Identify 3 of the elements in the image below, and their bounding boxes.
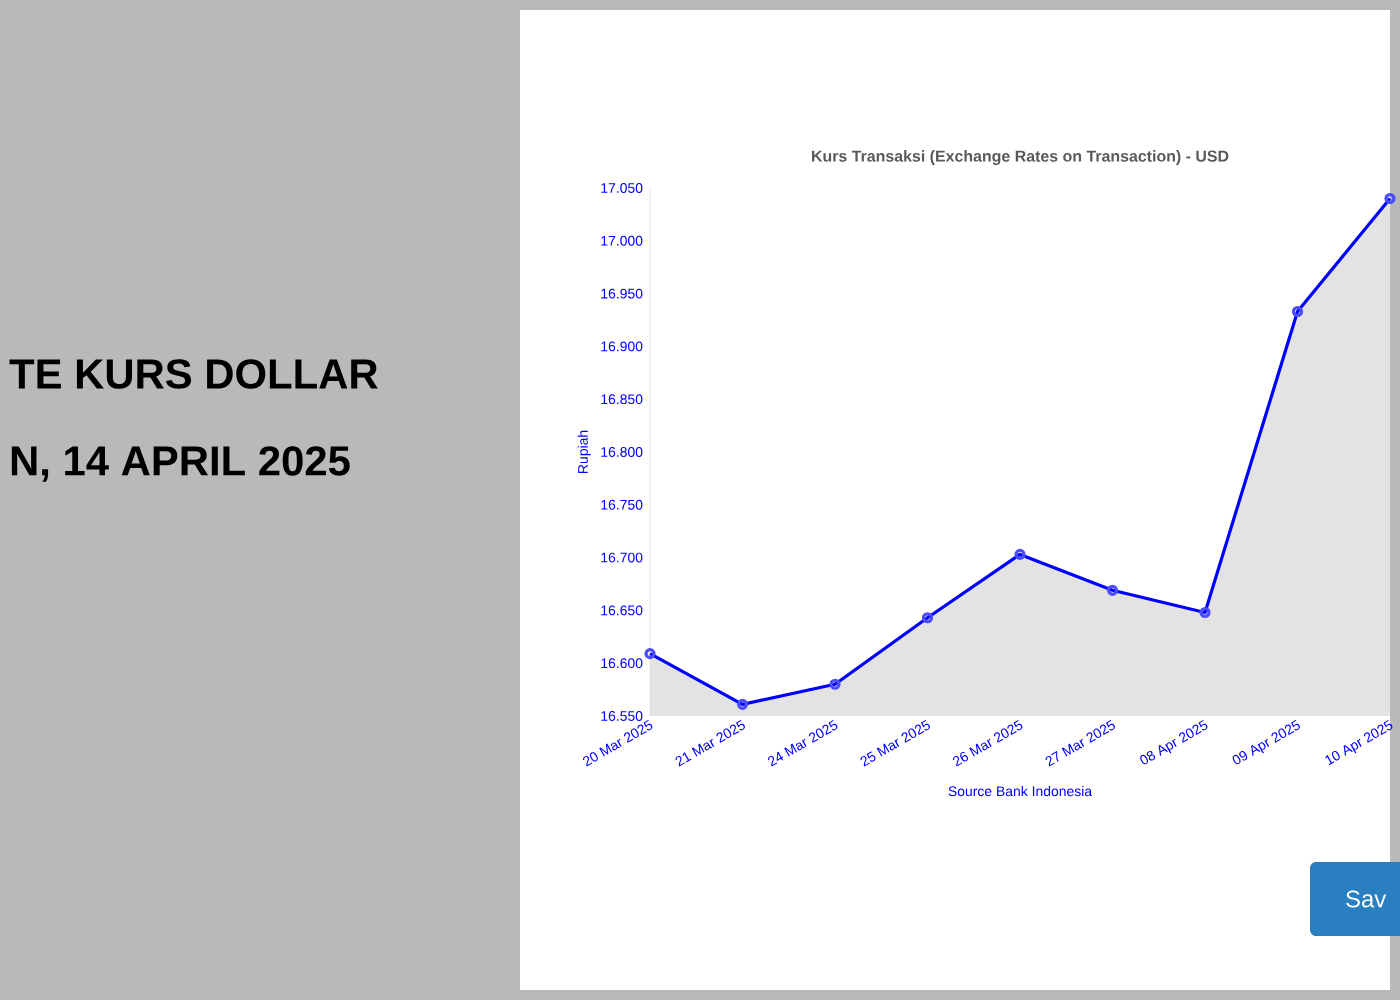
text: Sav	[1346, 890, 1387, 908]
text: N, 14 APRIL 2025	[11, 446, 350, 482]
text: TE KURS DOLLAR	[9, 359, 378, 389]
